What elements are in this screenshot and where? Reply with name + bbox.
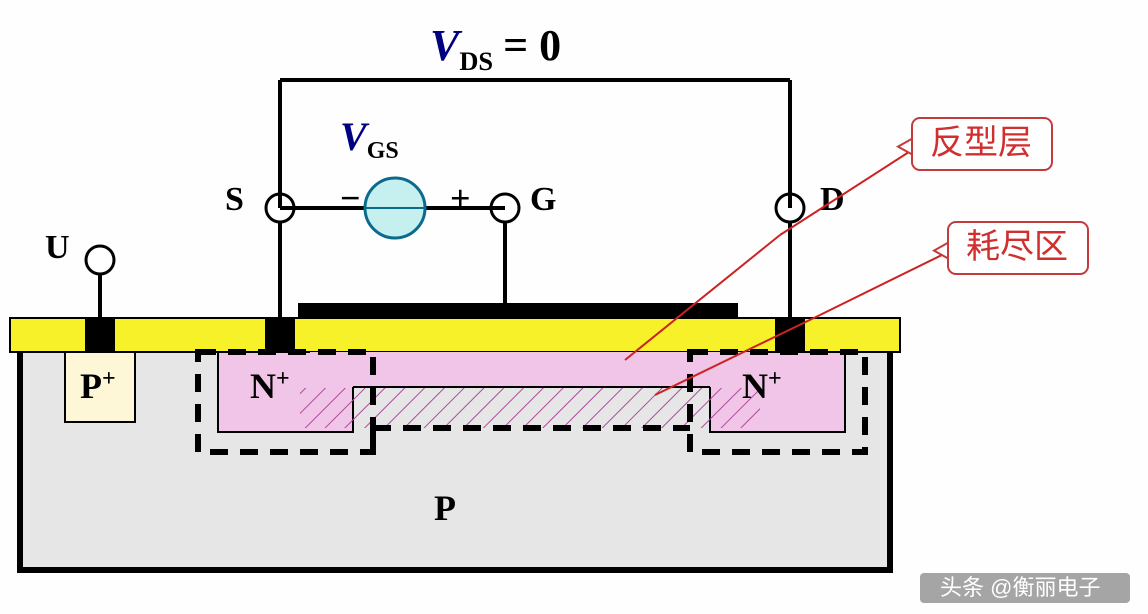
vgs-label: VGS xyxy=(340,114,399,164)
terminal-label-G: G xyxy=(530,181,556,218)
gate-electrode xyxy=(298,303,738,319)
contact-0 xyxy=(85,318,115,352)
terminal-label-D: D xyxy=(820,181,845,218)
callout-text-inversion: 反型层 xyxy=(930,125,1032,162)
svg-text:头条 @衡丽电子: 头条 @衡丽电子 xyxy=(940,575,1100,600)
terminal-label-U: U xyxy=(45,229,70,266)
leader-depletion xyxy=(820,252,948,315)
terminal-U xyxy=(86,246,114,274)
leader-inversion xyxy=(780,150,912,235)
terminal-label-S: S xyxy=(225,181,244,218)
minus-sign: − xyxy=(340,178,361,218)
svg-text:VDS= 0: VDS= 0 xyxy=(430,21,561,76)
p-substrate-label: P xyxy=(434,488,456,528)
callout-text-depletion: 耗尽区 xyxy=(966,229,1068,266)
mosfet-diagram: USGD−+VDS= 0VGSP+N+N+P反型层耗尽区头条 @衡丽电子 xyxy=(0,0,1148,614)
contact-1 xyxy=(265,318,295,352)
vds-equation: VDS= 0 xyxy=(430,21,561,76)
oxide-layer xyxy=(10,318,900,352)
plus-sign: + xyxy=(450,178,471,218)
watermark: 头条 @衡丽电子 xyxy=(920,573,1130,603)
